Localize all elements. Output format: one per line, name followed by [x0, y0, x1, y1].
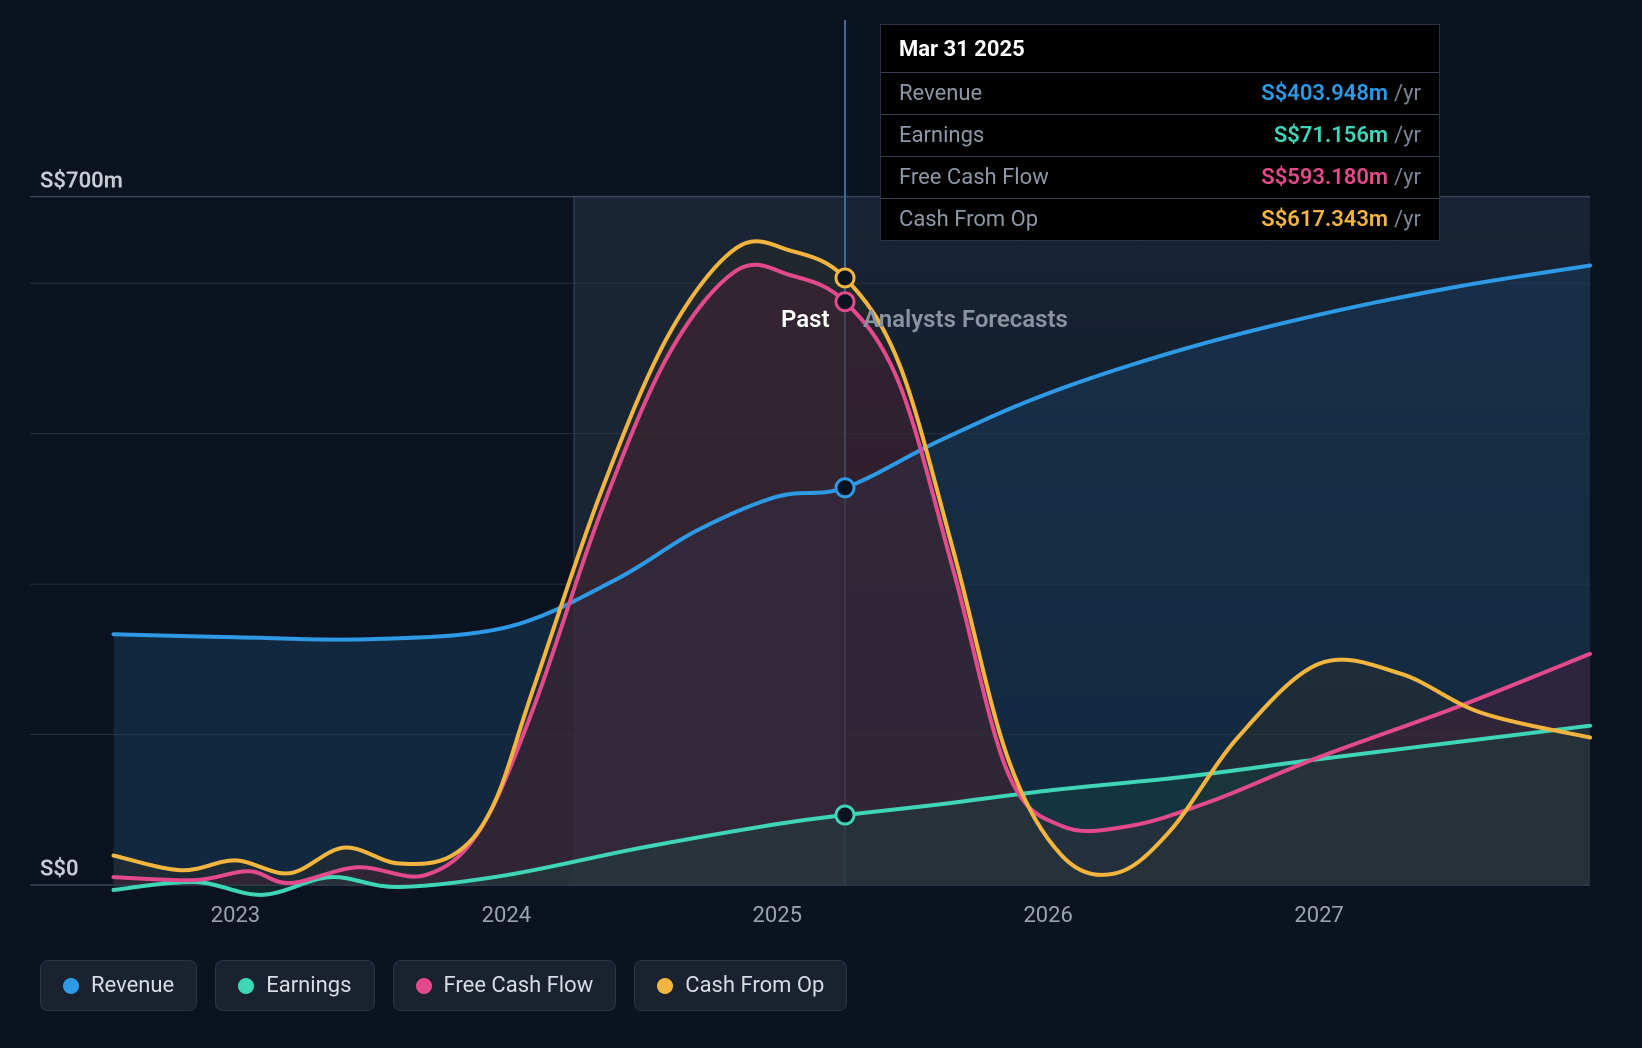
tooltip-label: Earnings — [899, 123, 984, 148]
past-section-label: Past — [781, 305, 830, 333]
y-axis-label: S$700m — [0, 168, 123, 193]
legend-item-cfo[interactable]: Cash From Op — [634, 960, 847, 1011]
tooltip-value: S$617.343m — [1261, 207, 1388, 232]
legend-label: Earnings — [266, 973, 351, 998]
tooltip-value: S$403.948m — [1261, 81, 1388, 106]
y-axis-label: S$0 — [0, 857, 79, 882]
tooltip-unit: /yr — [1394, 207, 1421, 232]
legend-label: Free Cash Flow — [444, 973, 594, 998]
x-axis-label: 2026 — [1023, 903, 1072, 928]
hover-tooltip: Mar 31 2025 Revenue S$403.948m/yr Earnin… — [880, 24, 1440, 241]
tooltip-label: Revenue — [899, 81, 982, 106]
legend-label: Revenue — [91, 973, 174, 998]
legend: Revenue Earnings Free Cash Flow Cash From O… — [40, 960, 847, 1011]
x-axis-label: 2024 — [482, 903, 531, 928]
tooltip-unit: /yr — [1394, 165, 1421, 190]
tooltip-row-earnings: Earnings S$71.156m/yr — [881, 114, 1439, 156]
financials-chart: S$0 S$700m 2023 2024 2025 2026 2027 Past Anal… — [0, 0, 1642, 1048]
legend-item-revenue[interactable]: Revenue — [40, 960, 197, 1011]
tooltip-row-fcf: Free Cash Flow S$593.180m/yr — [881, 156, 1439, 198]
tooltip-date: Mar 31 2025 — [881, 24, 1439, 72]
legend-dot-icon — [238, 978, 254, 994]
legend-dot-icon — [63, 978, 79, 994]
legend-dot-icon — [657, 978, 673, 994]
tooltip-row-cfo: Cash From Op S$617.343m/yr — [881, 198, 1439, 240]
tooltip-value: S$71.156m — [1274, 123, 1388, 148]
legend-dot-icon — [416, 978, 432, 994]
legend-item-earnings[interactable]: Earnings — [215, 960, 374, 1011]
legend-item-fcf[interactable]: Free Cash Flow — [393, 960, 617, 1011]
tooltip-unit: /yr — [1394, 123, 1421, 148]
x-axis-label: 2023 — [211, 903, 260, 928]
tooltip-row-revenue: Revenue S$403.948m/yr — [881, 72, 1439, 114]
tooltip-unit: /yr — [1394, 81, 1421, 106]
tooltip-label: Free Cash Flow — [899, 165, 1049, 190]
tooltip-value: S$593.180m — [1261, 165, 1388, 190]
tooltip-label: Cash From Op — [899, 207, 1038, 232]
legend-label: Cash From Op — [685, 973, 824, 998]
forecast-section-label: Analysts Forecasts — [863, 305, 1068, 333]
x-axis-label: 2025 — [753, 903, 802, 928]
x-axis-label: 2027 — [1294, 903, 1343, 928]
